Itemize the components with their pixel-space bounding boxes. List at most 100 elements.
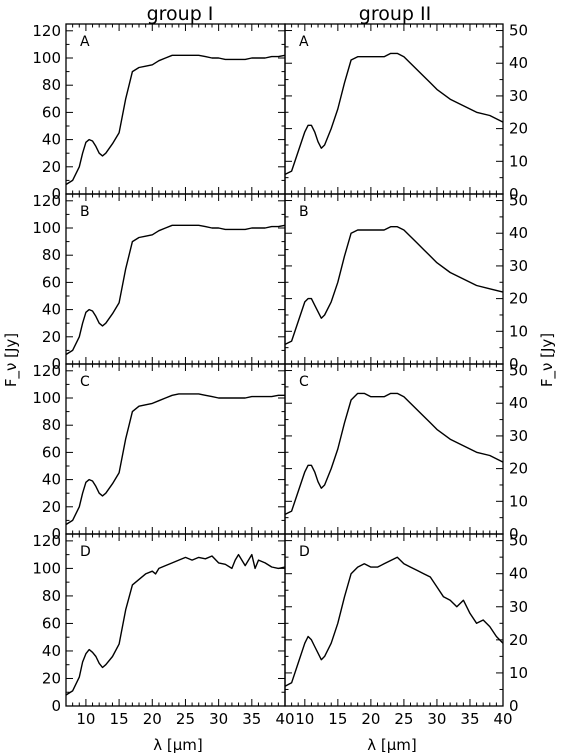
panel-grid: 020406080100120A01020304050A020406080100…: [32, 22, 528, 728]
panel-d-col1-spectrum-line: [65, 553, 286, 696]
panel-b-col1: 0 20 40 60 80 100 120 B: [32, 192, 286, 373]
x-tick-label: 25: [176, 710, 195, 728]
column-title-group-1: group I: [147, 3, 214, 25]
x-axis-label-right: λ [μm]: [367, 736, 417, 754]
panel-label: A: [80, 34, 90, 50]
y-tick-label: 80: [42, 587, 61, 605]
y-tick-label: 10: [509, 492, 528, 510]
panel-b-col2-frame: [284, 193, 504, 365]
y-axis-label-left: F_ν [Jy]: [2, 333, 21, 387]
y-tick-label: 40: [509, 394, 528, 412]
y-tick-label: 0: [51, 525, 61, 543]
y-tick-label: 20: [509, 120, 528, 138]
y-tick-label: 100: [32, 49, 61, 67]
panel-label: B: [299, 204, 309, 220]
y-tick-label: 0: [509, 355, 519, 373]
y-tick-label: 40: [42, 301, 61, 319]
panel-d-col2: 0 10 20 30 40 50 10 15 20 25 30 35 40 D: [284, 532, 528, 728]
x-tick-label: 15: [328, 710, 347, 728]
panel-label: B: [80, 204, 90, 220]
panel-a-col1-spectrum-line: [65, 54, 286, 186]
x-tick-label: 40: [275, 710, 294, 728]
y-tick-label: 50: [509, 362, 528, 380]
y-tick-label: 80: [42, 416, 61, 434]
panel-a-col1: 0 20 40 60 80 100 120 A: [32, 22, 286, 203]
y-tick-label: 10: [509, 322, 528, 340]
x-tick-label: 35: [242, 710, 261, 728]
y-tick-label: 0: [51, 697, 61, 715]
x-tick-label: 10: [76, 710, 95, 728]
panel-d-col1: 0 20 40 60 80 100 120 10 15 20 25 30 35 40 D: [32, 532, 294, 728]
y-tick-label: 60: [42, 443, 61, 461]
y-tick-label: 60: [42, 614, 61, 632]
y-tick-label: 30: [509, 427, 528, 445]
x-tick-label: 10: [295, 710, 314, 728]
panel-label: D: [80, 544, 91, 560]
y-tick-label: 40: [509, 565, 528, 583]
y-tick-label: 50: [509, 192, 528, 210]
panel-a-col2: 0 10 20 30 40 50 A: [284, 22, 528, 203]
y-tick-label: 100: [32, 559, 61, 577]
panel-b-col1-frame: [65, 193, 286, 365]
panel-label: C: [299, 374, 309, 390]
y-tick-label: 120: [32, 532, 61, 550]
x-tick-label: 40: [493, 710, 512, 728]
y-tick-label: 0: [509, 185, 519, 203]
y-tick-label: 50: [509, 22, 528, 40]
y-tick-label: 80: [42, 76, 61, 94]
y-tick-label: 60: [42, 273, 61, 291]
y-tick-label: 40: [509, 224, 528, 242]
y-tick-label: 20: [42, 498, 61, 516]
x-tick-label: 20: [143, 710, 162, 728]
y-tick-label: 30: [509, 598, 528, 616]
panel-a-col2-spectrum-line: [284, 52, 504, 176]
panel-b-col2: 0 10 20 30 40 50 B: [284, 192, 528, 373]
panel-label: C: [80, 374, 90, 390]
panel-c-col1: 0 20 40 60 80 100 120 C: [32, 362, 286, 543]
y-tick-label: 20: [42, 158, 61, 176]
y-tick-label: 120: [32, 22, 61, 40]
y-tick-label: 20: [509, 631, 528, 649]
y-tick-label: 100: [32, 219, 61, 237]
y-tick-label: 20: [42, 328, 61, 346]
y-tick-label: 40: [42, 471, 61, 489]
y-tick-label: 30: [509, 257, 528, 275]
y-tick-label: 0: [51, 185, 61, 203]
panel-c-col1-frame: [65, 363, 286, 535]
y-tick-label: 30: [509, 87, 528, 105]
y-tick-label: 60: [42, 103, 61, 121]
panel-label: D: [299, 544, 310, 560]
panel-c-col2-spectrum-line: [284, 392, 504, 516]
y-tick-label: 20: [509, 460, 528, 478]
x-tick-label: 30: [209, 710, 228, 728]
panel-d-col2-spectrum-line: [284, 556, 504, 687]
y-tick-label: 40: [42, 642, 61, 660]
panel-c-col2: 0 10 20 30 40 50 C: [284, 362, 528, 543]
y-tick-label: 0: [509, 525, 519, 543]
panel-label: A: [299, 34, 309, 50]
y-tick-label: 50: [509, 532, 528, 550]
y-tick-label: 20: [509, 290, 528, 308]
x-tick-label: 20: [361, 710, 380, 728]
panel-c-col1-spectrum-line: [65, 393, 285, 526]
y-tick-label: 80: [42, 246, 61, 264]
panel-a-col1-frame: [65, 23, 286, 195]
panel-d-col1-frame: [65, 533, 286, 707]
y-tick-label: 100: [32, 389, 61, 407]
y-tick-label: 10: [509, 152, 528, 170]
y-tick-label: 120: [32, 362, 61, 380]
x-tick-label: 30: [427, 710, 446, 728]
y-tick-label: 0: [509, 697, 519, 715]
x-tick-label: 25: [394, 710, 413, 728]
y-tick-label: 20: [42, 669, 61, 687]
y-tick-label: 40: [509, 54, 528, 72]
y-tick-label: 10: [509, 664, 528, 682]
x-axis-label-left: λ [μm]: [153, 736, 203, 754]
y-tick-label: 0: [51, 355, 61, 373]
x-tick-label: 15: [110, 710, 129, 728]
panel-d-col2-frame: [284, 533, 504, 707]
column-title-group-2: group II: [359, 3, 431, 25]
y-tick-label: 40: [42, 131, 61, 149]
y-axis-label-right: F_ν [Jy]: [538, 333, 557, 387]
